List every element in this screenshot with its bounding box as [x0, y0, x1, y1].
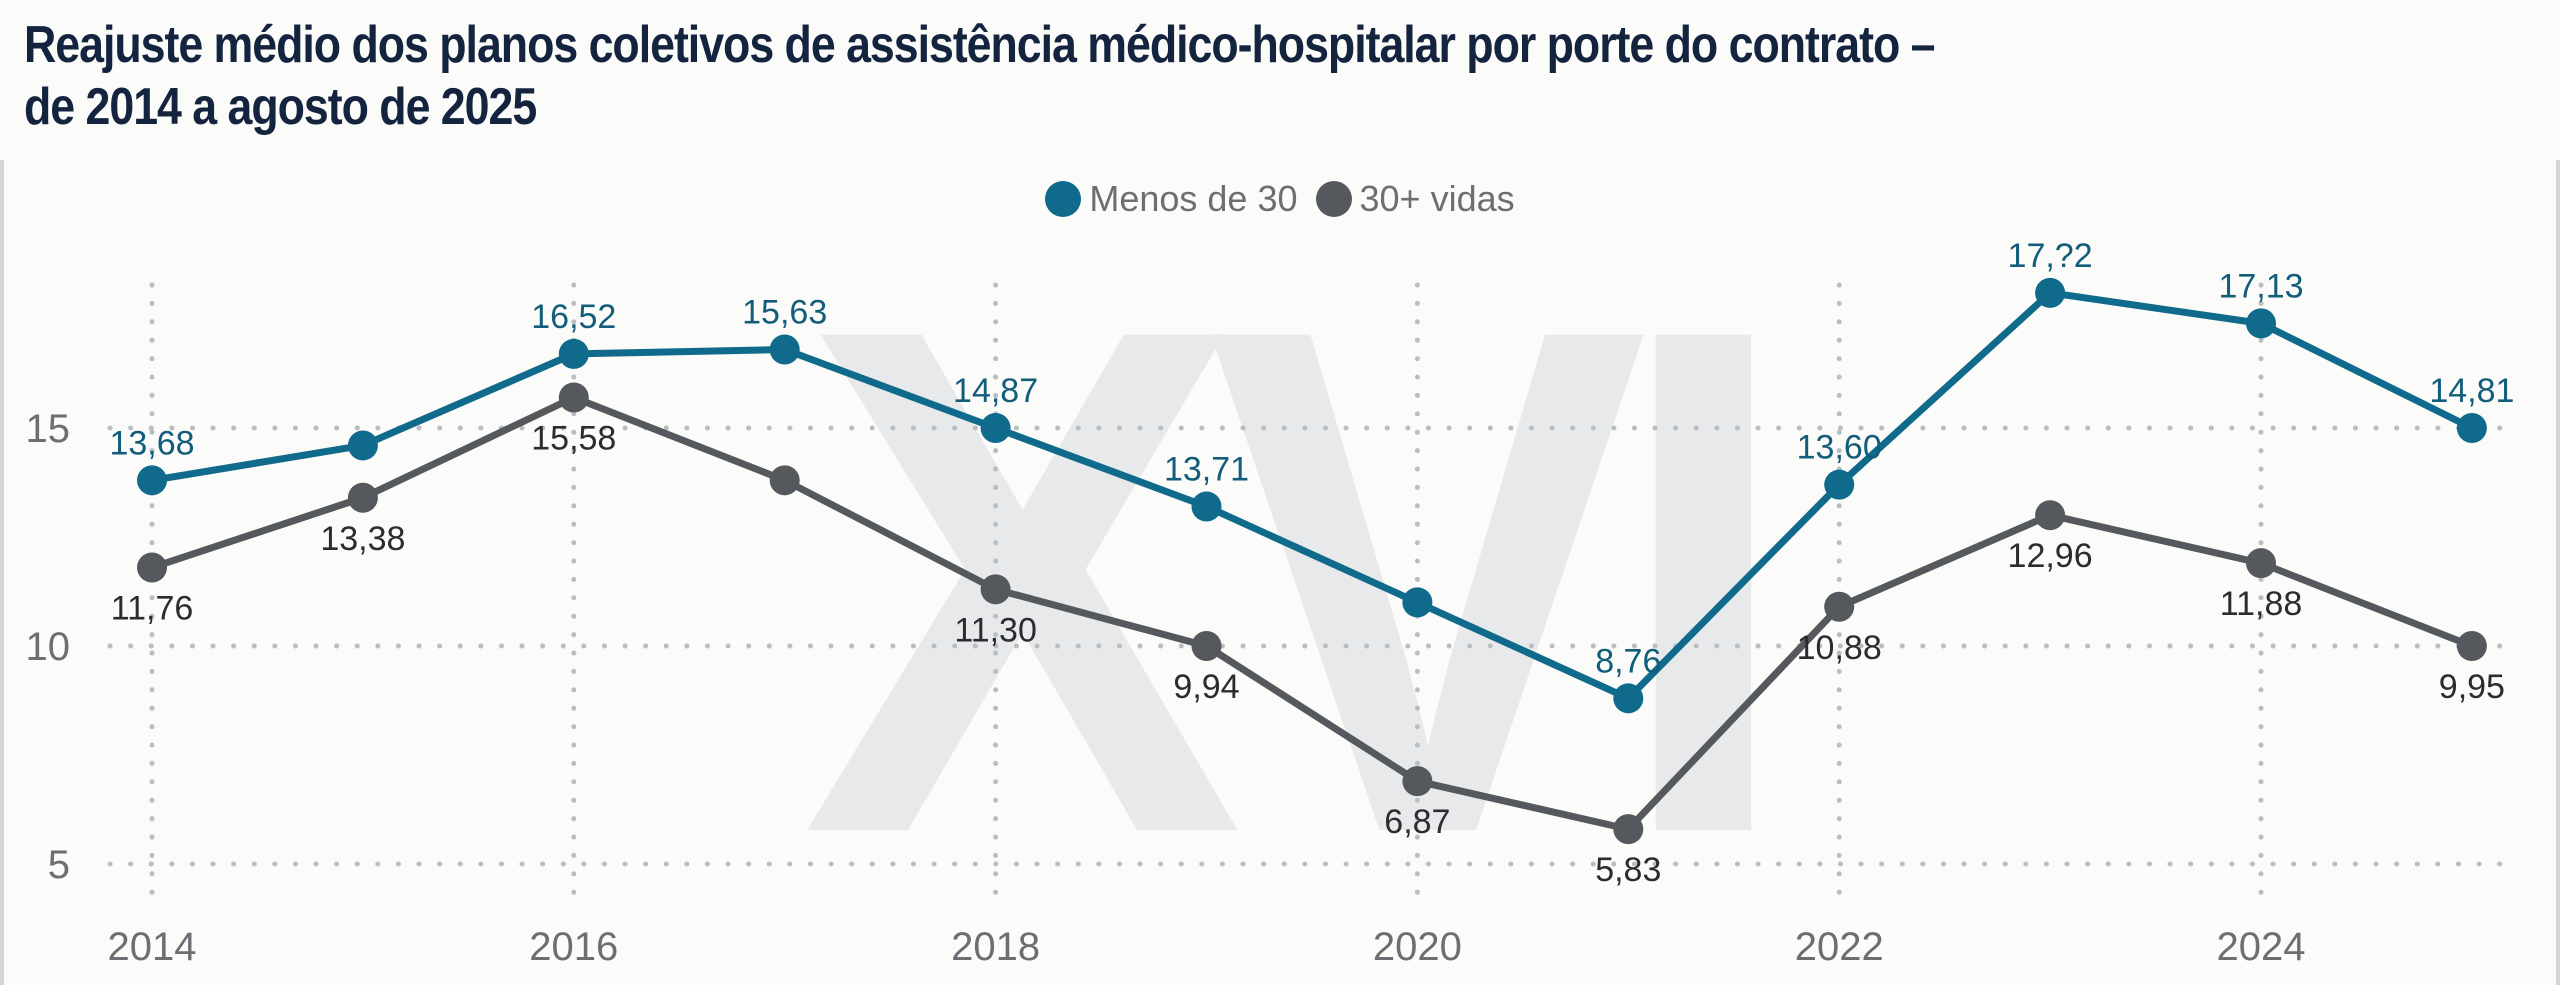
- data-label-menos-de-30-2018: 14,87: [953, 372, 1038, 410]
- data-label-menos-de-30-2023: 17,?2: [2008, 237, 2093, 275]
- data-point-menos-de-30-2017: [769, 334, 800, 365]
- watermark-text: XVI: [801, 178, 1758, 983]
- data-point-30-mais-vidas-2023: [2035, 500, 2066, 531]
- y-tick-label-15: 15: [26, 407, 71, 451]
- chart-title: Reajuste médio dos planos coletivos de a…: [24, 14, 2174, 138]
- data-label-menos-de-30-2024: 17,13: [2218, 267, 2303, 305]
- data-label-30-mais-vidas-2018: 11,30: [954, 611, 1037, 649]
- chart-title-line-2: de 2014 a agosto de 2025: [24, 78, 537, 136]
- data-label-menos-de-30-2014: 13,68: [109, 424, 194, 462]
- data-point-menos-de-30-2015: [347, 430, 378, 461]
- x-tick-label-2018: 2018: [951, 925, 1040, 969]
- legend-marker-30-mais-vidas: [1315, 181, 1352, 217]
- data-point-menos-de-30-2016: [558, 338, 589, 369]
- data-label-30-mais-vidas-2023: 12,96: [2008, 537, 2093, 575]
- legend-item-30-mais-vidas[interactable]: 30+ vidas: [1315, 178, 1515, 220]
- x-tick-label-2024: 2024: [2217, 925, 2306, 969]
- legend-item-menos-de-30[interactable]: Menos de 30: [1045, 178, 1298, 220]
- series-line-menos-de-30: [148, 289, 2476, 702]
- data-label-30-mais-vidas-2024: 11,88: [2220, 585, 2303, 623]
- data-label-menos-de-30-2017: 15,63: [742, 294, 827, 332]
- data-point-30-mais-vidas-2014: [137, 552, 167, 583]
- x-tick-label-2014: 2014: [108, 925, 197, 969]
- chart-title-line-1: Reajuste médio dos planos coletivos de a…: [24, 16, 1936, 74]
- data-point-30-mais-vidas-2021: [1613, 814, 1644, 845]
- data-label-menos-de-30-2022: 13,60: [1797, 429, 1882, 467]
- x-tick-label-2022: 2022: [1795, 925, 1884, 969]
- data-point-menos-de-30-2018: [980, 413, 1011, 443]
- data-point-30-mais-vidas-2019: [1191, 631, 1222, 661]
- data-label-30-mais-vidas-2020: 6,87: [1384, 803, 1450, 841]
- data-point-30-mais-vidas-2025: [2456, 631, 2487, 661]
- chart-legend: Menos de 30 30+ vidas: [0, 178, 2560, 220]
- data-point-menos-de-30-2025: [2456, 413, 2487, 443]
- data-label-menos-de-30-2019: 13,71: [1164, 450, 1249, 488]
- x-tick-label-2020: 2020: [1373, 925, 1462, 969]
- data-point-30-mais-vidas-2015: [347, 482, 378, 513]
- data-label-30-mais-vidas-2025: 9,95: [2439, 668, 2505, 706]
- data-point-30-mais-vidas-2016: [558, 382, 589, 413]
- data-point-30-mais-vidas-2022: [1824, 591, 1855, 622]
- data-point-menos-de-30-2021: [1613, 683, 1644, 714]
- y-tick-label-10: 10: [26, 625, 71, 669]
- data-label-30-mais-vidas-2022: 10,88: [1797, 629, 1882, 667]
- watermark: XVI: [801, 178, 1795, 983]
- data-point-menos-de-30-2014: [137, 465, 167, 496]
- series: [137, 277, 2487, 845]
- legend-label-menos-de-30: Menos de 30: [1089, 178, 1298, 219]
- legend-marker-menos-de-30: [1045, 181, 1082, 217]
- data-label-menos-de-30-2021: 8,76: [1595, 642, 1661, 680]
- legend-label-30-mais-vidas: 30+ vidas: [1359, 178, 1515, 219]
- data-point-menos-de-30-2020: [1402, 587, 1433, 618]
- data-label-30-mais-vidas-2014: 11,76: [111, 590, 194, 628]
- data-point-30-mais-vidas-2024: [2246, 548, 2276, 579]
- data-point-menos-de-30-2024: [2246, 308, 2276, 339]
- data-label-menos-de-30-2025: 14,81: [2429, 372, 2514, 410]
- x-tick-label-2016: 2016: [529, 925, 618, 969]
- data-point-menos-de-30-2019: [1191, 491, 1222, 522]
- axes: 5 10 15 2014 2016 2018 2020 2022 2024: [26, 407, 2306, 969]
- data-label-30-mais-vidas-2016: 15,58: [531, 419, 616, 457]
- chart-right-border: [2556, 160, 2560, 985]
- data-label-30-mais-vidas-2015: 13,38: [320, 520, 405, 558]
- data-labels: 13,68 16,52 15,63 14,87 13,71 8,76 13,60 17,?2 1…: [109, 237, 2514, 889]
- series-line-30-mais-vidas: [148, 393, 2476, 833]
- grid: [107, 282, 2508, 903]
- data-label-30-mais-vidas-2019: 9,94: [1173, 668, 1239, 706]
- y-tick-label-5: 5: [48, 843, 70, 887]
- data-point-menos-de-30-2023: [2035, 277, 2066, 308]
- chart-left-border: [0, 160, 4, 985]
- data-label-menos-de-30-2016: 16,52: [531, 298, 616, 336]
- data-point-30-mais-vidas-2017: [769, 465, 800, 496]
- data-point-30-mais-vidas-2018: [980, 574, 1011, 605]
- data-point-menos-de-30-2022: [1824, 469, 1855, 500]
- data-point-30-mais-vidas-2020: [1402, 766, 1433, 797]
- data-label-30-mais-vidas-2021: 5,83: [1595, 851, 1661, 889]
